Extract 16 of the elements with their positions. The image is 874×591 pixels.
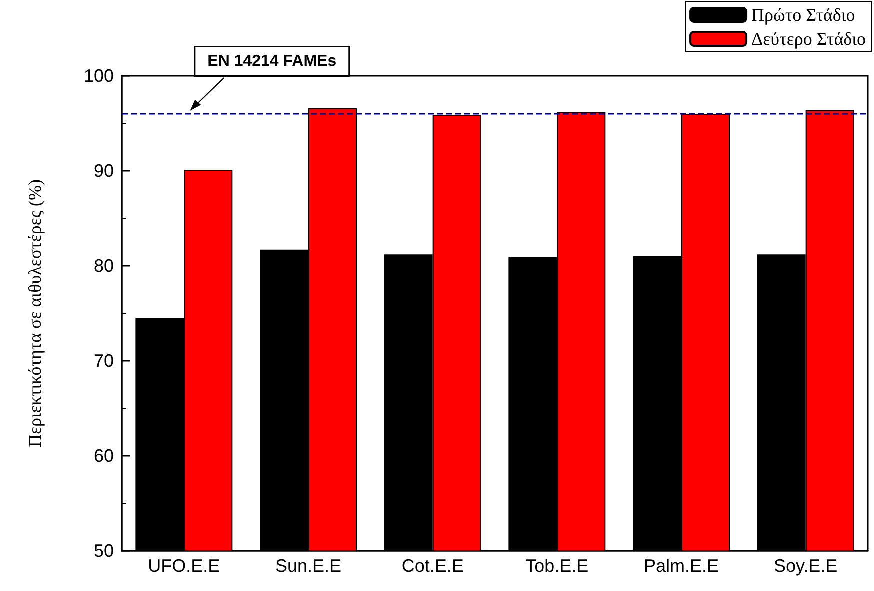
x-tick-label: Palm.E.E [644,556,720,576]
y-tick-label: 100 [84,66,114,86]
x-tick-label: Tob.E.E [526,556,589,576]
x-tick-label: Sun.E.E [275,556,342,576]
y-tick-label: 80 [94,256,114,276]
y-tick-label: 60 [94,446,114,466]
y-tick-label: 50 [94,541,114,561]
y-tick-label: 90 [94,161,114,181]
y-tick-label: 70 [94,351,114,371]
y-axis-title: Περιεκτικότητα σε αιθυλεστέρες (%) [25,179,45,448]
legend-label: Πρώτο Στάδιο [752,5,856,25]
ref-line-label: EN 14214 FAMEs [208,53,337,70]
x-tick-label: Soy.E.E [774,556,838,576]
x-tick-label: UFO.E.E [148,556,220,576]
legend-label: Δεύτερο Στάδιο [752,29,866,49]
x-tick-label: Cot.E.E [402,556,464,576]
